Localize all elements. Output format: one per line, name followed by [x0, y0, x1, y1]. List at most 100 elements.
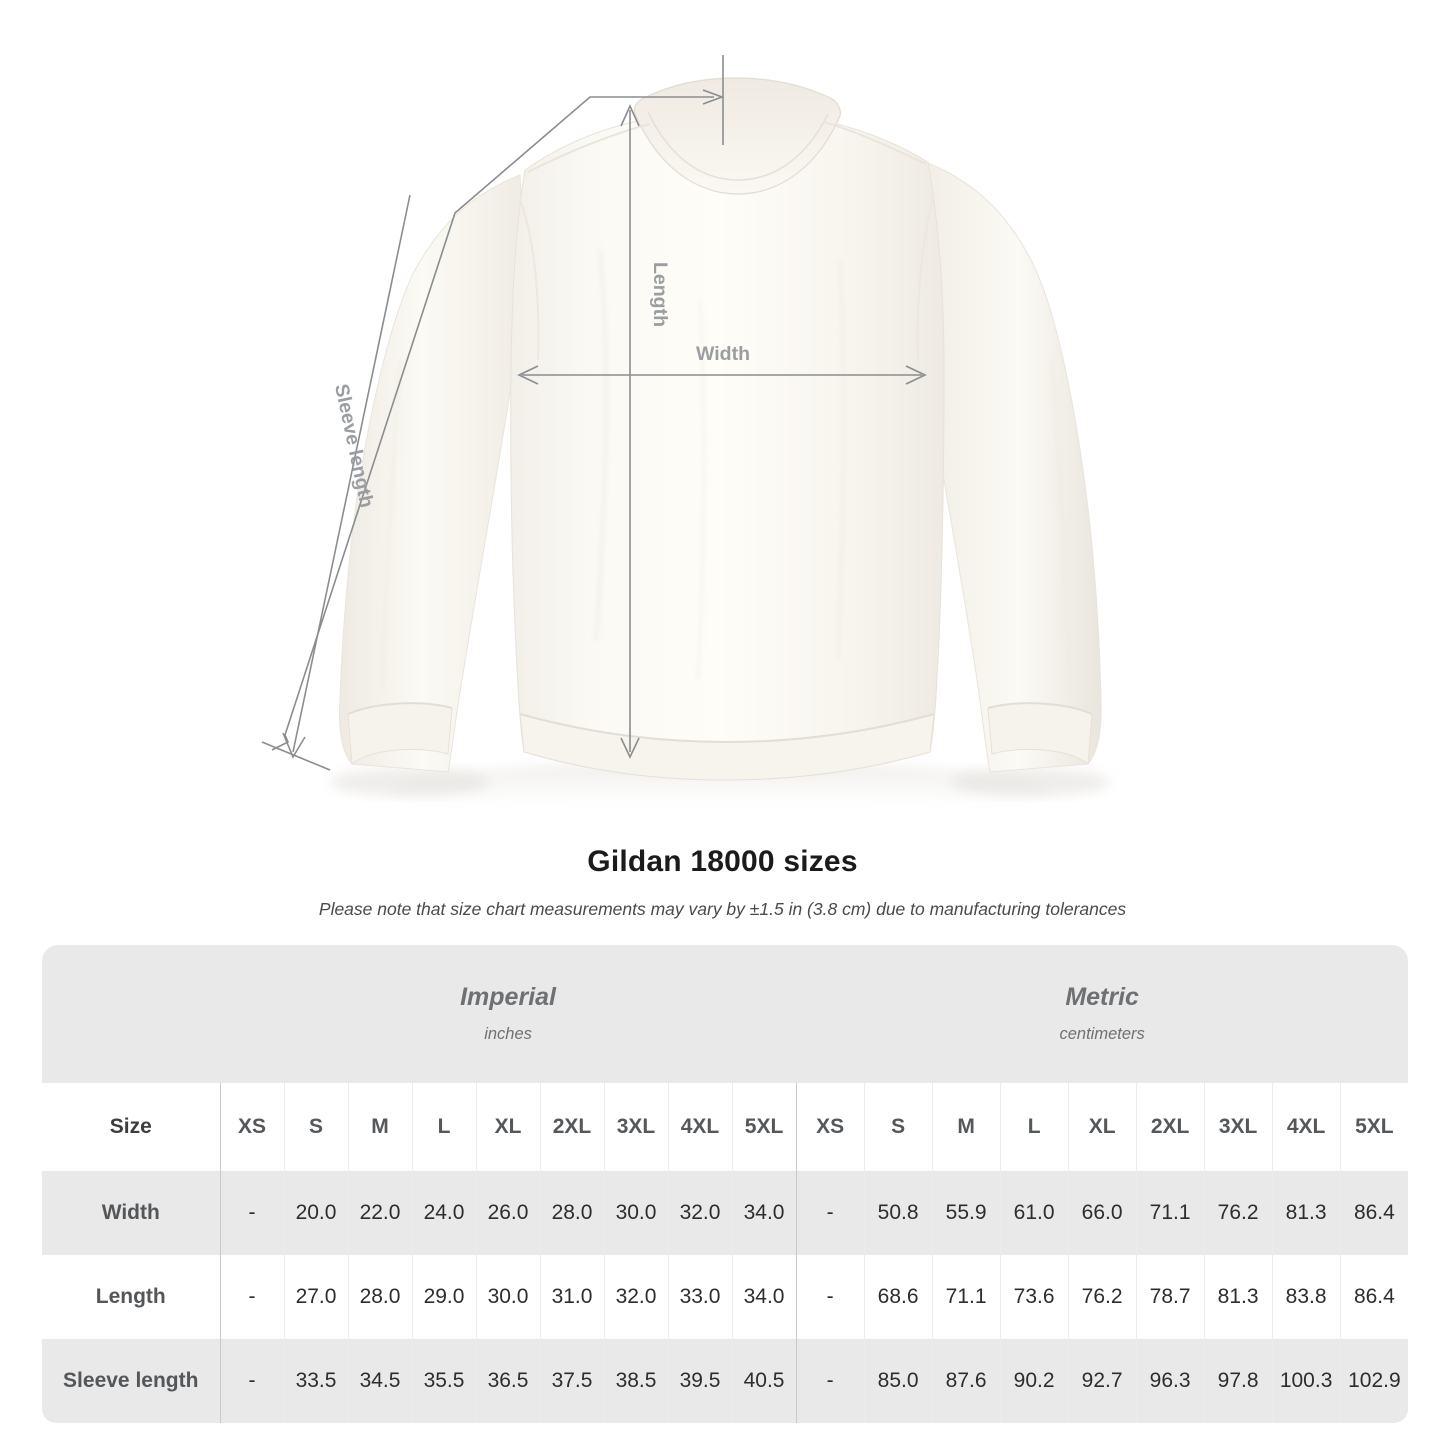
size-chart-table: Imperial inches Metric centimeters Size …: [42, 945, 1409, 1423]
cell-width-metric-4xl: 81.3: [1272, 1171, 1341, 1255]
cell-sleeve-imperial-5xl: 40.5: [732, 1339, 797, 1423]
cell-width-imperial-4xl: 32.0: [668, 1171, 733, 1255]
cell-sleeve-metric-5xl: 102.9: [1340, 1339, 1409, 1423]
cell-width-metric-l: 61.0: [1000, 1171, 1069, 1255]
cell-width-imperial-xs: -: [220, 1171, 285, 1255]
tolerance-note: Please note that size chart measurements…: [318, 899, 1127, 919]
length-arrow-top: [620, 104, 640, 127]
cell-length-imperial-m: 28.0: [348, 1255, 413, 1339]
cell-width-imperial-5xl: 34.0: [732, 1171, 797, 1255]
left-cuff-shadow: [330, 768, 490, 796]
size-col-imperial-m: M: [348, 1083, 413, 1171]
cell-sleeve-metric-3xl: 97.8: [1204, 1339, 1273, 1423]
size-col-imperial-s: S: [284, 1083, 349, 1171]
width-arrow-right: [905, 365, 927, 385]
collar-inner-seam: [647, 111, 829, 181]
collar: [633, 77, 842, 195]
cell-length-imperial-3xl: 32.0: [604, 1255, 669, 1339]
metric-unit-sub: centimeters: [1059, 1025, 1145, 1044]
cell-length-metric-4xl: 83.8: [1272, 1255, 1341, 1339]
cell-width-imperial-s: 20.0: [284, 1171, 349, 1255]
cell-length-metric-xl: 76.2: [1068, 1255, 1137, 1339]
size-col-metric-m: M: [932, 1083, 1001, 1171]
cell-sleeve-imperial-s: 33.5: [284, 1339, 349, 1423]
sleeve-length-line: [292, 194, 411, 753]
imperial-unit-sub: inches: [484, 1025, 532, 1044]
measurement-lines: [261, 55, 927, 771]
size-chart-table-wrapper: Imperial inches Metric centimeters Size …: [42, 945, 1409, 1423]
imperial-unit-name: Imperial: [460, 982, 556, 1011]
cell-sleeve-metric-s: 85.0: [864, 1339, 933, 1423]
size-col-imperial-xl: XL: [476, 1083, 541, 1171]
cell-width-imperial-xl: 26.0: [476, 1171, 541, 1255]
cell-length-metric-3xl: 81.3: [1204, 1255, 1273, 1339]
cell-length-metric-s: 68.6: [864, 1255, 933, 1339]
left-shoulder-seam: [527, 123, 651, 173]
size-col-metric-l: L: [1000, 1083, 1069, 1171]
cell-length-metric-l: 73.6: [1000, 1255, 1069, 1339]
cell-width-imperial-m: 22.0: [348, 1171, 413, 1255]
size-col-metric-xs: XS: [796, 1083, 865, 1171]
cell-sleeve-imperial-m: 34.5: [348, 1339, 413, 1423]
cell-sleeve-metric-xl: 92.7: [1068, 1339, 1137, 1423]
row-label-sleeve-length: Sleeve length: [42, 1339, 221, 1423]
row-label-length: Length: [42, 1255, 221, 1339]
right-cuff-seam: [987, 702, 1093, 715]
cell-length-metric-5xl: 86.4: [1340, 1255, 1409, 1339]
garment-diagram: Length Width Sleeve length: [261, 55, 1110, 818]
right-shoulder-seam: [823, 121, 927, 165]
sleeve-end-tick: [261, 741, 331, 771]
row-label-width: Width: [42, 1171, 221, 1255]
cell-length-imperial-l: 29.0: [412, 1255, 477, 1339]
size-col-metric-3xl: 3XL: [1204, 1083, 1273, 1171]
cell-width-metric-xs: -: [796, 1171, 865, 1255]
size-col-imperial-5xl: 5XL: [732, 1083, 797, 1171]
page-title: Gildan 18000 sizes: [587, 845, 858, 878]
fabric-folds: [380, 249, 1072, 691]
shoulder-arrowhead: [702, 89, 725, 105]
shoulder-leader-line: [271, 96, 714, 751]
cell-sleeve-imperial-4xl: 39.5: [668, 1339, 733, 1423]
table-row-sleeve-length: Sleeve length - 33.5 34.5 35.5 36.5 37.5…: [42, 1339, 1409, 1423]
size-label: Size: [42, 1083, 221, 1171]
size-col-imperial-l: L: [412, 1083, 477, 1171]
cell-sleeve-metric-xs: -: [796, 1339, 865, 1423]
cell-length-imperial-4xl: 33.0: [668, 1255, 733, 1339]
cell-sleeve-imperial-xl: 36.5: [476, 1339, 541, 1423]
cell-length-metric-xs: -: [796, 1255, 865, 1339]
metric-unit-name: Metric: [1065, 982, 1139, 1011]
width-label: Width: [696, 343, 750, 365]
imperial-unit-header: Imperial inches: [220, 945, 797, 1083]
cell-length-imperial-2xl: 31.0: [540, 1255, 605, 1339]
cell-width-metric-3xl: 76.2: [1204, 1171, 1273, 1255]
width-arrow-left: [517, 365, 539, 385]
cell-sleeve-metric-4xl: 100.3: [1272, 1339, 1341, 1423]
cell-width-imperial-3xl: 30.0: [604, 1171, 669, 1255]
cell-sleeve-metric-l: 90.2: [1000, 1339, 1069, 1423]
cell-length-imperial-5xl: 34.0: [732, 1255, 797, 1339]
cell-width-metric-s: 50.8: [864, 1171, 933, 1255]
size-col-metric-4xl: 4XL: [1272, 1083, 1341, 1171]
size-col-imperial-xs: XS: [220, 1083, 285, 1171]
cell-length-imperial-xl: 30.0: [476, 1255, 541, 1339]
metric-unit-header: Metric centimeters: [796, 945, 1409, 1083]
sweatshirt-illustration: Length Width Sleeve length: [261, 55, 1110, 818]
cell-sleeve-imperial-2xl: 37.5: [540, 1339, 605, 1423]
cell-width-metric-2xl: 71.1: [1136, 1171, 1205, 1255]
size-col-metric-2xl: 2XL: [1136, 1083, 1205, 1171]
garment-shadow: [390, 762, 1050, 818]
unit-header-row: Imperial inches Metric centimeters: [42, 945, 1409, 1083]
length-label: Length: [649, 262, 671, 327]
cell-sleeve-metric-2xl: 96.3: [1136, 1339, 1205, 1423]
size-col-metric-s: S: [864, 1083, 933, 1171]
size-col-metric-xl: XL: [1068, 1083, 1137, 1171]
size-col-imperial-3xl: 3XL: [604, 1083, 669, 1171]
left-armhole-seam: [519, 199, 540, 361]
unit-header-spacer: [42, 945, 220, 1083]
cell-width-imperial-l: 24.0: [412, 1171, 477, 1255]
cell-width-metric-m: 55.9: [932, 1171, 1001, 1255]
left-cuff-seam: [347, 702, 453, 715]
right-cuff-shadow: [950, 768, 1110, 796]
sleeve-arrow-bottom: [282, 732, 306, 759]
right-armhole-seam: [916, 194, 935, 361]
